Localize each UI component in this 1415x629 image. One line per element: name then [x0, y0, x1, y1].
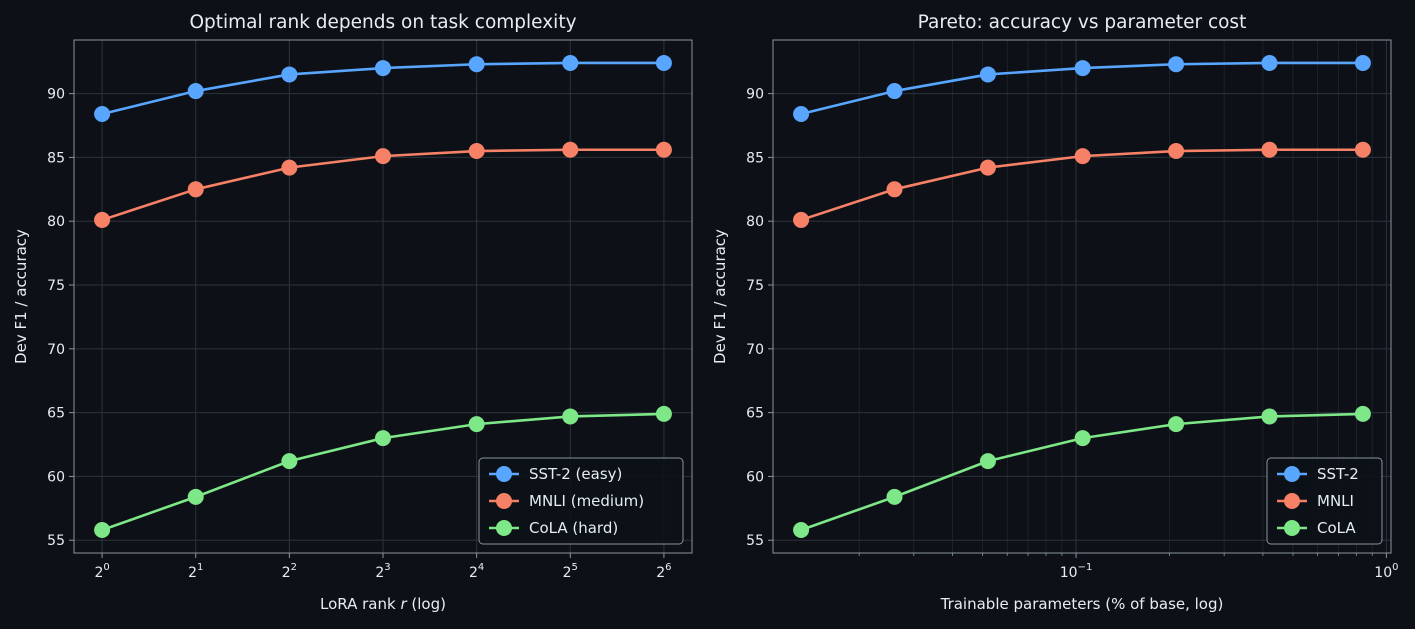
pareto-series-3-point [1354, 405, 1371, 422]
pareto-series-2-point [1261, 141, 1278, 158]
pareto-series-3-point [1168, 416, 1185, 433]
rank-series-2-point [468, 143, 485, 160]
rank-series-3-point [375, 430, 391, 447]
rank-legend-label: MNLI (medium) [529, 492, 644, 510]
pareto-series-1-point [886, 83, 903, 100]
rank-ticks: 55 60 65 70 75 80 85 90 20 21 22 23 24 25 26 [47, 87, 671, 581]
pareto-x-axis-label: Trainable parameters (% of base, log) [940, 595, 1224, 613]
pareto-y-axis-label: Dev F1 / accuracy [711, 229, 729, 364]
pareto-ytick-label: 60 [746, 469, 764, 485]
rank-series-2-point [375, 148, 391, 165]
rank-series-1-point [281, 66, 298, 83]
rank-xtick-label: 21 [188, 562, 203, 581]
rank-ytick-label: 60 [47, 469, 65, 485]
pareto-series-1-point [1354, 54, 1371, 71]
rank-legend-swatch-marker [496, 493, 512, 509]
pareto-ytick-label: 75 [746, 278, 764, 294]
pareto-series-1-point [1074, 60, 1091, 77]
pareto-legend-swatch-marker [1284, 493, 1300, 509]
rank-xtick-label: 20 [94, 562, 109, 581]
rank-series-3-point [468, 416, 485, 433]
rank-legend-label: SST-2 (easy) [529, 465, 622, 483]
pareto-legend-label: MNLI [1317, 492, 1354, 510]
pareto-plot-frame [772, 39, 1392, 554]
rank-xtick-label: 24 [469, 562, 484, 581]
pareto-xtick-label: 10−1 [1060, 562, 1093, 581]
rank-plot-frame [73, 39, 693, 554]
pareto-xtick-label: 100 [1374, 562, 1398, 581]
rank-series-2-point [94, 211, 111, 228]
rank-xtick-label: 26 [656, 562, 671, 581]
pareto-legend-swatch-marker [1284, 466, 1300, 482]
pareto-series-3-point [1074, 430, 1091, 447]
rank-legend-swatch-marker [496, 520, 512, 536]
rank-series-1-point [562, 54, 579, 71]
rank-series [94, 54, 672, 539]
rank-y-axis-label: Dev F1 / accuracy [12, 229, 30, 364]
rank-ytick-label: 65 [47, 406, 65, 422]
pareto-legend-label: CoLA [1317, 519, 1356, 537]
pareto-series-1-point [1168, 56, 1185, 73]
rank-ytick-label: 85 [47, 150, 65, 166]
rank-chart-title: Optimal rank depends on task complexity [189, 12, 576, 33]
rank-series-1-point [94, 106, 111, 123]
rank-series-3-point [94, 522, 111, 539]
rank-legend-box [478, 457, 684, 545]
rank-series-2-point [281, 159, 298, 176]
rank-x-axis-label: LoRA rank r (log) [320, 595, 446, 613]
rank-series-2-point [187, 181, 204, 198]
rank-legend: SST-2 (easy) MNLI (medium) CoLA (hard) [478, 457, 684, 545]
rank-series-2-point [562, 141, 579, 158]
rank-series-3-point [562, 408, 579, 425]
rank-series-1-point [655, 54, 672, 71]
rank-series-1-point [375, 60, 391, 77]
pareto-series-3-point [1261, 408, 1278, 425]
pareto-ytick-label: 65 [746, 406, 764, 422]
rank-ytick-label: 70 [47, 342, 65, 358]
rank-xtick-label: 22 [282, 562, 297, 581]
rank-xtick-label: 23 [375, 562, 390, 581]
rank-legend-label: CoLA (hard) [529, 519, 618, 537]
rank-series-1-point [187, 83, 204, 100]
rank-ytick-label: 80 [47, 214, 65, 230]
pareto-legend-label: SST-2 [1317, 465, 1359, 483]
pareto-series-1-point [1261, 54, 1278, 71]
rank-legend-swatch-marker [496, 466, 512, 482]
pareto-series-1-point [793, 106, 810, 123]
pareto-ytick-label: 85 [746, 150, 764, 166]
rank-series-3-point [187, 488, 204, 505]
pareto-series-3-point [793, 522, 810, 539]
pareto-chart-title: Pareto: accuracy vs parameter cost [918, 12, 1247, 33]
pareto-ticks: 55 60 65 70 75 80 85 90 10−1 100 [746, 87, 1398, 581]
pareto-series-2-point [1354, 141, 1371, 158]
pareto-series [793, 54, 1371, 539]
rank-chart: 55 60 65 70 75 80 85 90 20 21 22 23 24 25 26 Optimal r… [12, 12, 693, 613]
pareto-series-2-point [886, 181, 903, 198]
rank-xtick-label: 25 [563, 562, 578, 581]
pareto-series-2-point [979, 159, 996, 176]
rank-series-3-point [655, 405, 672, 422]
rank-series-2-point [655, 141, 672, 158]
rank-ytick-label: 55 [47, 533, 65, 549]
pareto-series-2-point [1074, 148, 1091, 165]
pareto-legend-swatch-marker [1284, 520, 1300, 536]
pareto-series-2-point [1168, 143, 1185, 160]
rank-ytick-label: 75 [47, 278, 65, 294]
pareto-series-3-point [886, 488, 903, 505]
pareto-series-3-point [979, 453, 996, 470]
pareto-ytick-label: 55 [746, 533, 764, 549]
pareto-series-1-point [979, 66, 996, 83]
rank-series-3-point [281, 453, 298, 470]
pareto-ytick-label: 70 [746, 342, 764, 358]
pareto-chart: 55 60 65 70 75 80 85 90 10−1 100 Pareto: accuracy… [711, 12, 1399, 613]
rank-series-1-point [468, 56, 485, 73]
pareto-ytick-label: 80 [746, 214, 764, 230]
pareto-ytick-label: 90 [746, 87, 764, 103]
rank-ytick-label: 90 [47, 87, 65, 103]
pareto-legend: SST-2 MNLI CoLA [1266, 457, 1383, 545]
pareto-series-2-point [793, 211, 810, 228]
